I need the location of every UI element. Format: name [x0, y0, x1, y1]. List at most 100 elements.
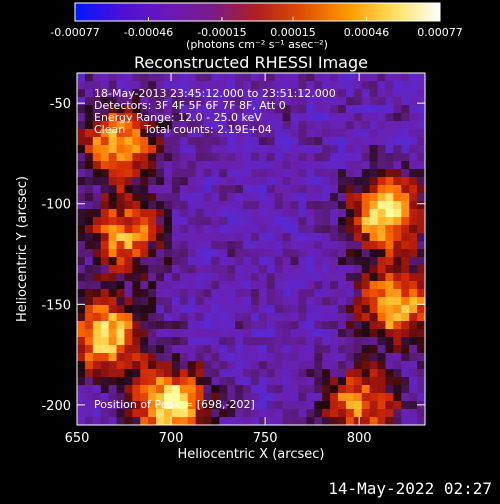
- heatmap-cell: [345, 345, 355, 354]
- heatmap-cell: [385, 393, 394, 402]
- heatmap-cell: [417, 145, 425, 154]
- heatmap-cell: [116, 233, 126, 242]
- heatmap-cell: [338, 137, 347, 146]
- heatmap-cell: [393, 137, 402, 146]
- heatmap-cell: [164, 313, 173, 322]
- heatmap-cell: [124, 145, 133, 154]
- heatmap-cell: [140, 129, 149, 138]
- heatmap-cell: [338, 233, 347, 242]
- heatmap-cell: [203, 273, 213, 282]
- heatmap-cell: [330, 241, 339, 250]
- heatmap-cell: [219, 265, 228, 274]
- heatmap-cell: [290, 153, 300, 162]
- heatmap-cell: [306, 409, 315, 418]
- heatmap-cell: [211, 385, 220, 394]
- heatmap-cell: [353, 273, 363, 282]
- heatmap-cell: [156, 177, 165, 186]
- heatmap-cell: [108, 337, 118, 346]
- x-tick-label: 650: [65, 431, 90, 446]
- heatmap-cell: [132, 225, 141, 234]
- heatmap-cell: [314, 257, 323, 266]
- heatmap-cell: [243, 73, 252, 82]
- heatmap-cell: [377, 417, 387, 425]
- heatmap-cell: [377, 209, 387, 218]
- heatmap-cell: [290, 249, 300, 258]
- heatmap-cell: [369, 225, 379, 234]
- heatmap-cell: [148, 169, 157, 178]
- heatmap-cell: [179, 177, 189, 186]
- heatmap-cell: [322, 89, 331, 98]
- heatmap-cell: [108, 153, 118, 162]
- heatmap-cell: [274, 345, 284, 354]
- heatmap-cell: [377, 321, 387, 330]
- heatmap-cell: [314, 337, 323, 346]
- heatmap-cell: [361, 273, 371, 282]
- heatmap-cell: [401, 265, 410, 274]
- heatmap-cell: [345, 233, 355, 242]
- heatmap-cell: [338, 361, 347, 370]
- heatmap-cell: [322, 337, 331, 346]
- heatmap-cell: [211, 153, 220, 162]
- heatmap-cell: [148, 361, 157, 370]
- heatmap-cell: [171, 201, 181, 210]
- heatmap-cell: [100, 113, 110, 122]
- heatmap-cell: [345, 121, 355, 130]
- heatmap-cell: [148, 313, 157, 322]
- heatmap-cell: [369, 289, 379, 298]
- heatmap-cell: [290, 73, 300, 82]
- heatmap-cell: [124, 121, 133, 130]
- heatmap-cell: [306, 113, 315, 122]
- heatmap-cell: [338, 177, 347, 186]
- heatmap-cell: [306, 153, 315, 162]
- heatmap-cell: [377, 113, 387, 122]
- heatmap-cell: [298, 97, 307, 106]
- heatmap-cell: [108, 369, 118, 378]
- heatmap-cell: [140, 401, 149, 410]
- heatmap-cell: [124, 153, 133, 162]
- heatmap-cell: [393, 81, 402, 90]
- heatmap-cell: [124, 409, 133, 418]
- heatmap-cell: [361, 113, 371, 122]
- annotation-peak-position: Position of Peak = [698,-202]: [94, 398, 255, 411]
- heatmap-cell: [171, 377, 181, 386]
- heatmap-cell: [322, 265, 331, 274]
- heatmap-cell: [298, 329, 307, 338]
- heatmap-cell: [132, 145, 141, 154]
- heatmap-cell: [140, 417, 149, 425]
- heatmap-cell: [77, 329, 86, 338]
- heatmap-cell: [298, 161, 307, 170]
- heatmap-cell: [164, 369, 173, 378]
- heatmap-cell: [251, 409, 260, 418]
- heatmap-cell: [417, 265, 425, 274]
- heatmap-cell: [92, 377, 102, 386]
- heatmap-cell: [108, 129, 118, 138]
- heatmap-cell: [251, 305, 260, 314]
- heatmap-cell: [314, 97, 323, 106]
- heatmap-cell: [148, 249, 157, 258]
- heatmap-cell: [187, 249, 197, 258]
- heatmap-cell: [187, 401, 197, 410]
- heatmap-cell: [108, 321, 118, 330]
- heatmap-cell: [124, 401, 133, 410]
- heatmap-cell: [377, 225, 387, 234]
- heatmap-cell: [100, 105, 110, 114]
- heatmap-cell: [409, 185, 418, 194]
- heatmap-cell: [235, 313, 244, 322]
- heatmap-cell: [84, 297, 94, 306]
- heatmap-cell: [227, 225, 236, 234]
- heatmap-cell: [282, 265, 292, 274]
- heatmap-cell: [203, 241, 213, 250]
- heatmap-cell: [243, 113, 252, 122]
- heatmap-cell: [369, 105, 379, 114]
- heatmap-cell: [171, 209, 181, 218]
- heatmap-cell: [124, 321, 133, 330]
- heatmap-cell: [393, 401, 402, 410]
- heatmap-cell: [282, 305, 292, 314]
- heatmap-cell: [282, 377, 292, 386]
- heatmap-cell: [417, 185, 425, 194]
- heatmap-cell: [274, 417, 284, 425]
- heatmap-cell: [211, 297, 220, 306]
- x-tick-label: 800: [347, 431, 372, 446]
- heatmap-cell: [164, 177, 173, 186]
- heatmap-cell: [409, 121, 418, 130]
